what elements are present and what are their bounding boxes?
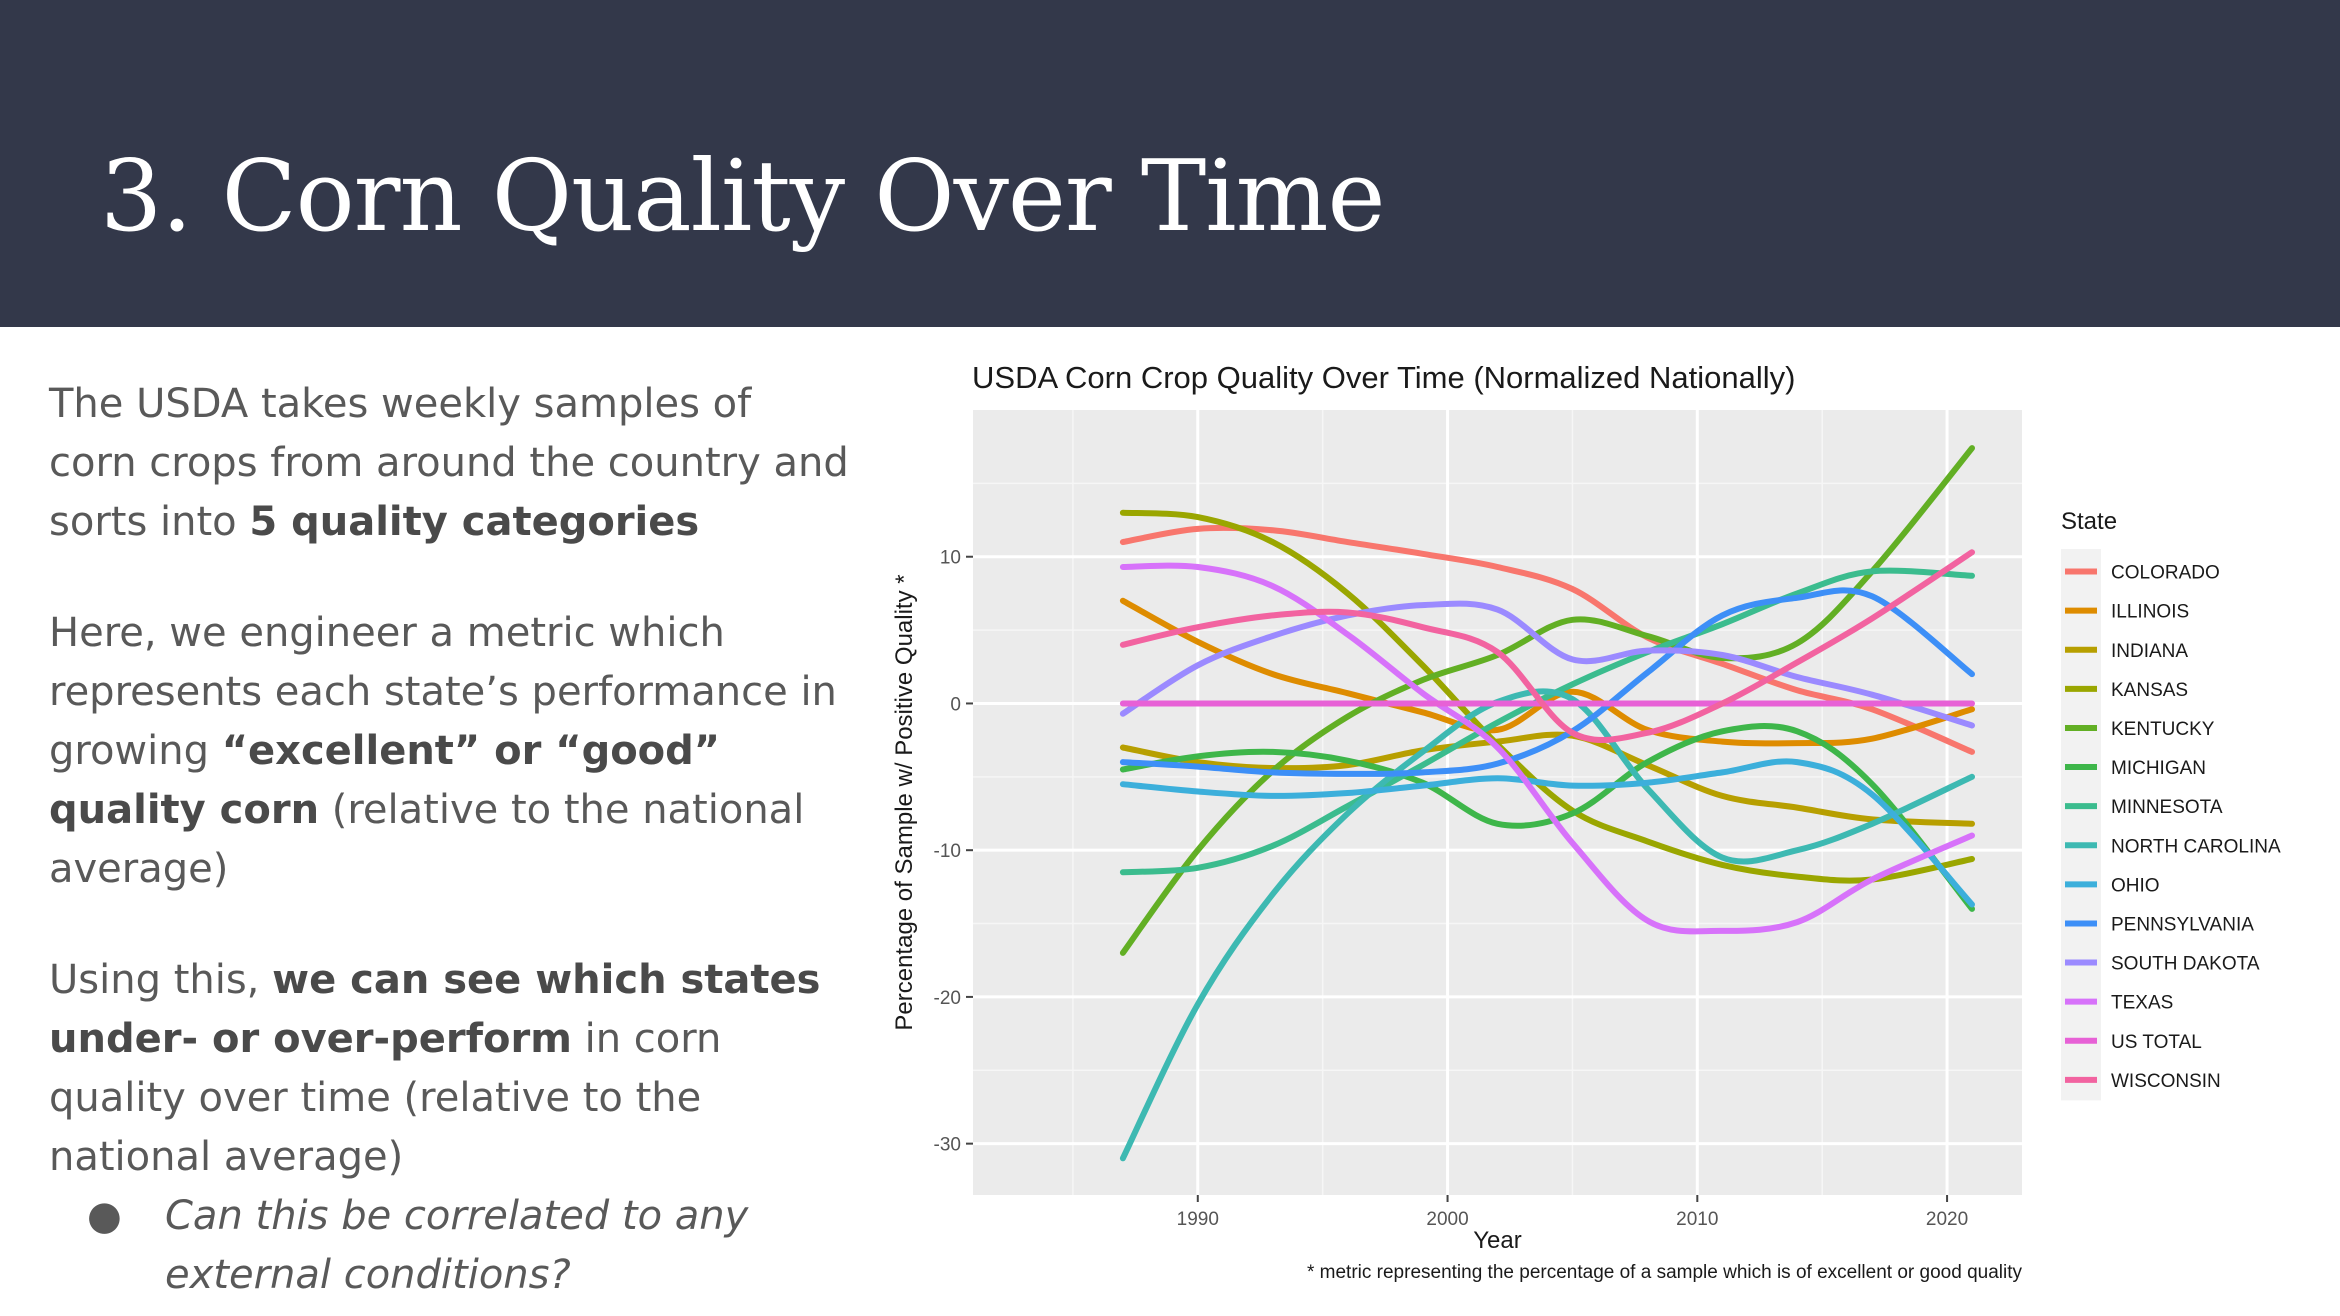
- paragraph-1: The USDA takes weekly samples of corn cr…: [49, 375, 849, 552]
- legend-key-background: [2061, 549, 2101, 1101]
- paragraph-2: Here, we engineer a metric which represe…: [49, 604, 849, 899]
- y-tick-label: 0: [950, 694, 961, 715]
- x-tick-label: 2010: [1676, 1209, 1718, 1230]
- series-line-indiana: [1119, 731, 1975, 827]
- legend-label-kansas: KANSAS: [2111, 680, 2188, 701]
- x-axis-label: Year: [1473, 1227, 1522, 1254]
- legend-label-kentucky: KENTUCKY: [2111, 719, 2215, 740]
- plot-panel: [973, 410, 2022, 1195]
- bullet-dot: ●: [87, 1193, 122, 1239]
- series-line-michigan: [1119, 723, 1975, 912]
- y-axis-label: Percentage of Sample w/ Positive Quality…: [891, 574, 918, 1030]
- legend-label-pennsylvania: PENNSYLVANIA: [2111, 914, 2254, 935]
- body-text: The USDA takes weekly samples of corn cr…: [49, 375, 849, 1305]
- legend-label-south-dakota: SOUTH DAKOTA: [2111, 954, 2260, 975]
- series-line-colorado: [1119, 524, 1975, 755]
- paragraph-3: Using this, we can see which states unde…: [49, 951, 849, 1187]
- legend-label-us-total: US TOTAL: [2111, 1032, 2202, 1053]
- series-line-illinois: [1119, 597, 1975, 747]
- legend-label-minnesota: MINNESOTA: [2111, 797, 2223, 818]
- x-tick-label: 1990: [1177, 1209, 1219, 1230]
- series-line-kansas: [1119, 509, 1975, 884]
- p3-text-end: in corn quality over time (relative to t…: [49, 1016, 722, 1180]
- bullet-item: ● Can this be correlated to any external …: [49, 1187, 849, 1305]
- p3-text: Using this,: [49, 957, 273, 1003]
- legend-label-indiana: INDIANA: [2111, 641, 2188, 662]
- legend-label-ohio: OHIO: [2111, 875, 2160, 896]
- line-chart: USDA Corn Crop Quality Over Time (Normal…: [891, 360, 2281, 1283]
- legend-label-illinois: ILLINOIS: [2111, 602, 2189, 623]
- p1-bold: 5 quality categories: [249, 499, 700, 545]
- legend-label-michigan: MICHIGAN: [2111, 758, 2206, 779]
- legend-title: State: [2061, 508, 2117, 535]
- y-tick-label: -20: [934, 988, 961, 1009]
- p1-text: The USDA takes weekly samples of corn cr…: [49, 381, 849, 545]
- bullet-text: Can this be correlated to any external c…: [165, 1193, 749, 1298]
- y-tick-label: -30: [934, 1135, 961, 1156]
- p2-text: Here, we engineer a metric which represe…: [49, 610, 837, 774]
- series-line-pennsylvania: [1119, 587, 1975, 777]
- legend-label-colorado: COLORADO: [2111, 563, 2220, 584]
- title-bar: [0, 0, 2340, 327]
- series-line-ohio: [1119, 758, 1975, 908]
- x-tick-label: 2000: [1426, 1209, 1468, 1230]
- slide-title: 3. Corn Quality Over Time: [100, 140, 1386, 254]
- series-line-north-carolina: [1119, 688, 1975, 1162]
- series-line-texas: [1119, 562, 1975, 935]
- legend-label-texas: TEXAS: [2111, 993, 2173, 1014]
- y-tick-label: 10: [940, 548, 961, 569]
- chart-footnote: * metric representing the percentage of …: [1307, 1262, 2023, 1283]
- p2-text-end: (relative to the national average): [49, 787, 805, 892]
- y-tick-label: -10: [934, 841, 961, 862]
- legend-label-wisconsin: WISCONSIN: [2111, 1071, 2221, 1092]
- p2-bold: “excellent” or “good” quality corn: [49, 728, 721, 833]
- x-tick-label: 2020: [1926, 1209, 1968, 1230]
- p3-bold: we can see which states under- or over-p…: [49, 957, 821, 1062]
- legend-label-north-carolina: NORTH CAROLINA: [2111, 836, 2281, 857]
- chart-title: USDA Corn Crop Quality Over Time (Normal…: [972, 360, 1795, 395]
- series-line-south-dakota: [1119, 600, 1975, 729]
- series-line-wisconsin: [1119, 549, 1975, 743]
